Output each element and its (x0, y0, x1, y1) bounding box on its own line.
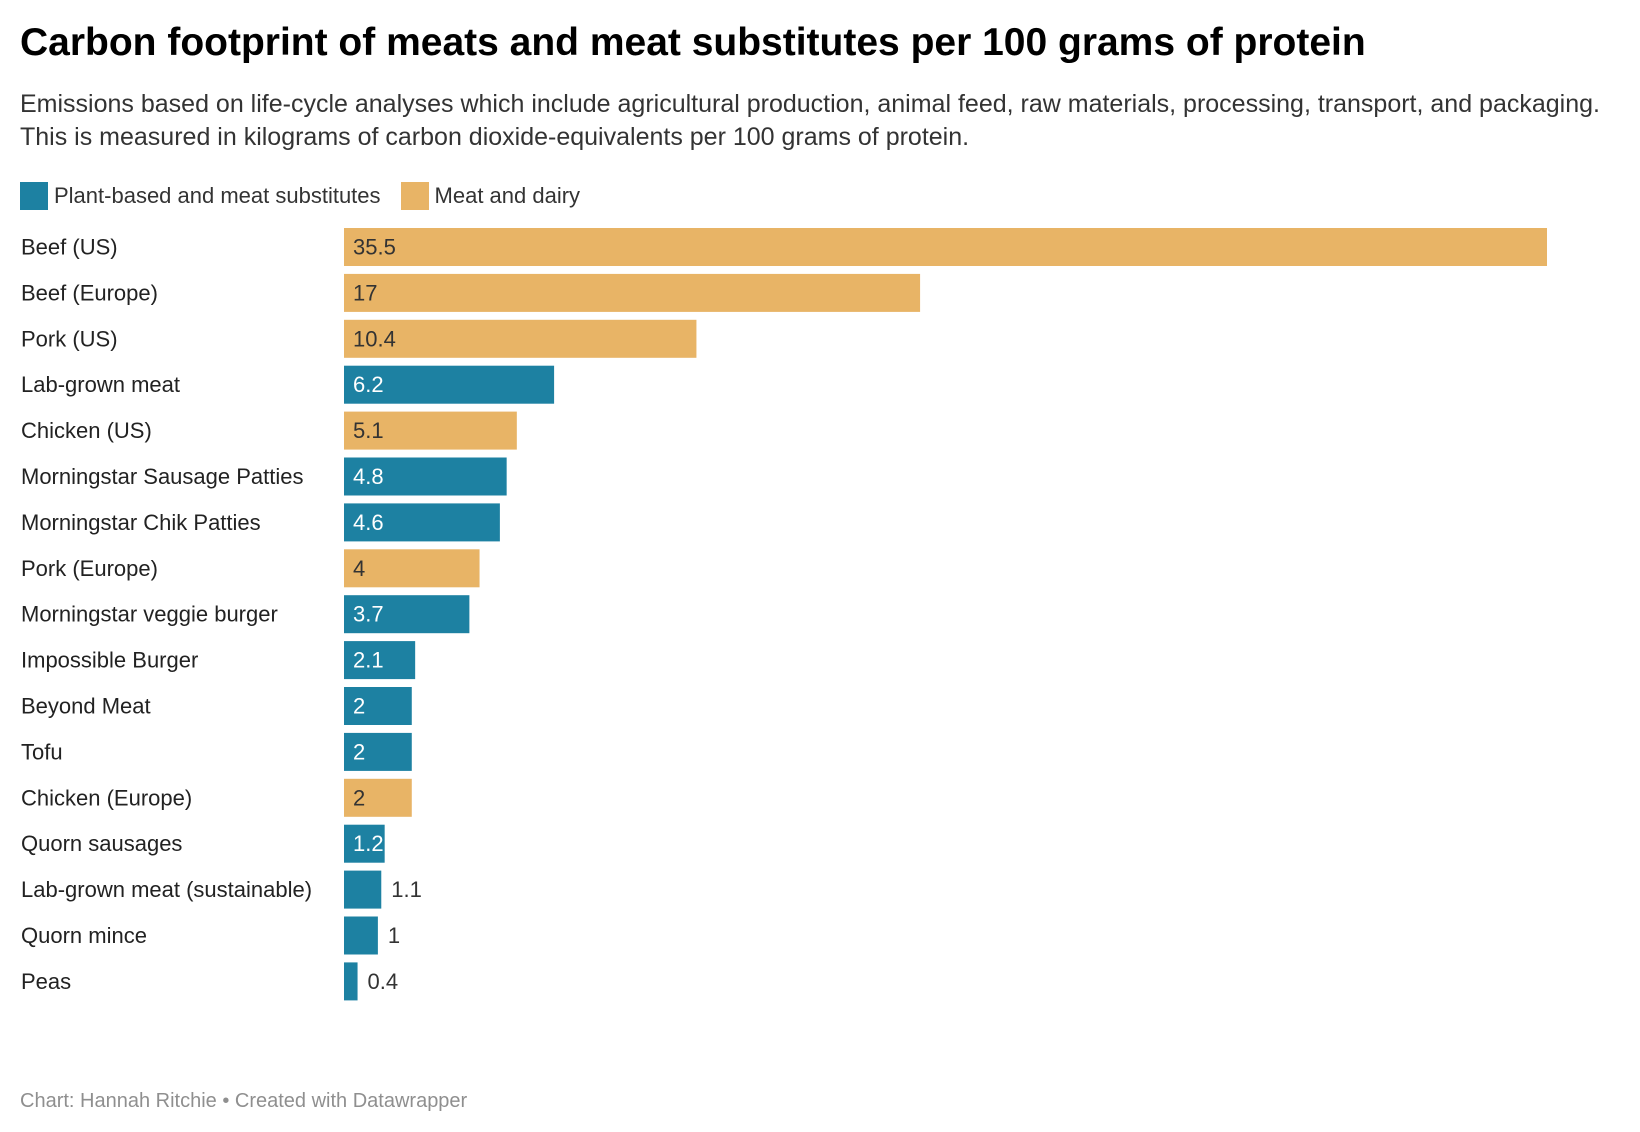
legend-swatch-plant (20, 182, 48, 210)
bar-row-tofu: Tofu 2 (21, 732, 412, 771)
bar-chicken-europe (344, 778, 412, 817)
bar-row-morningstar-sausage-patties: Morningstar Sausage Patties 4.8 (21, 457, 507, 496)
bar-impossible-burger (344, 641, 416, 680)
category-label: Lab-grown meat (21, 372, 180, 397)
bar-pork-europe (344, 549, 480, 588)
bar-row-chicken-us: Chicken (US) 5.1 (21, 411, 517, 450)
bar-row-lab-grown-meat: Lab-grown meat 6.2 (21, 365, 555, 404)
bar-pork-us (344, 319, 697, 358)
value-label: 3.7 (353, 602, 384, 627)
bar-row-beyond-meat: Beyond Meat 2 (21, 687, 412, 725)
value-label: 17 (353, 280, 377, 305)
value-label: 6.2 (353, 372, 384, 397)
bar-peas (344, 962, 358, 1001)
category-label: Morningstar veggie burger (21, 602, 278, 627)
legend-swatch-meat (400, 182, 429, 210)
chart-subtitle: Emissions based on life-cycle analyses w… (20, 90, 1600, 151)
value-label: 5.1 (353, 418, 384, 443)
category-label: Quorn sausages (21, 831, 182, 856)
bar-beyond-meat (344, 687, 412, 725)
value-label: 1 (388, 923, 400, 948)
category-label: Morningstar Sausage Patties (21, 464, 304, 489)
value-label: 2.1 (353, 648, 384, 673)
bar-morningstar-chik-patties (344, 503, 500, 542)
value-label: 10.4 (353, 326, 396, 351)
bar-lab-grown-meat-sustainable (344, 870, 382, 909)
bar-chicken-us (344, 411, 517, 450)
bar-row-beef-europe: Beef (Europe) 17 (21, 273, 921, 312)
bar-row-peas: Peas 0.4 (21, 962, 399, 1001)
bar-lab-grown-meat (344, 365, 555, 404)
value-label: 1.2 (353, 831, 384, 856)
category-label: Chicken (Europe) (21, 785, 192, 810)
category-label: Peas (21, 969, 71, 994)
legend-label-plant: Plant-based and meat substitutes (54, 183, 381, 208)
bar-row-quorn-mince: Quorn mince 1 (21, 916, 400, 955)
bar-row-quorn-sausages: Quorn sausages 1.2 (21, 824, 385, 863)
category-label: Pork (US) (21, 326, 118, 351)
category-label: Beef (Europe) (21, 280, 158, 305)
bar-row-lab-grown-meat-sustainable: Lab-grown meat (sustainable) 1.1 (21, 870, 422, 909)
category-label: Chicken (US) (21, 418, 152, 443)
bar-row-pork-us: Pork (US) 10.4 (21, 319, 697, 358)
bar-quorn-sausages (344, 824, 385, 863)
value-label: 1.1 (391, 877, 422, 902)
bar-row-impossible-burger: Impossible Burger 2.1 (21, 641, 416, 680)
legend-item-plant: Plant-based and meat substitutes (20, 182, 381, 210)
bar-morningstar-veggie-burger (344, 595, 470, 634)
bar-row-beef-us: Beef (US) 35.5 (21, 228, 1547, 266)
value-label: 35.5 (353, 235, 396, 260)
category-label: Pork (Europe) (21, 556, 158, 581)
value-label: 4.6 (353, 510, 384, 535)
bar-row-chicken-europe: Chicken (Europe) 2 (21, 778, 412, 817)
bar-beef-europe (344, 273, 921, 312)
category-label: Beef (US) (21, 235, 118, 260)
category-label: Beyond Meat (21, 694, 151, 719)
legend-item-meat: Meat and dairy (400, 182, 581, 210)
value-label: 2 (353, 694, 365, 719)
bar-row-morningstar-chik-patties: Morningstar Chik Patties 4.6 (21, 503, 500, 542)
category-label: Morningstar Chik Patties (21, 510, 261, 535)
category-label: Quorn mince (21, 923, 147, 948)
category-label: Impossible Burger (21, 648, 198, 673)
category-label: Lab-grown meat (sustainable) (21, 877, 312, 902)
bar-row-pork-europe: Pork (Europe) 4 (21, 549, 480, 588)
bar-morningstar-sausage-patties (344, 457, 507, 496)
value-label: 4.8 (353, 464, 384, 489)
value-label: 4 (353, 556, 365, 581)
value-label: 2 (353, 785, 365, 810)
bar-row-morningstar-veggie-burger: Morningstar veggie burger 3.7 (21, 595, 470, 634)
chart-title: Carbon footprint of meats and meat subst… (20, 21, 1366, 64)
bar-quorn-mince (344, 916, 378, 955)
legend-label-meat: Meat and dairy (434, 183, 581, 208)
legend: Plant-based and meat substitutes Meat an… (20, 180, 600, 212)
value-label: 2 (353, 739, 365, 764)
chart-footer: Chart: Hannah Ritchie • Created with Dat… (20, 1090, 468, 1112)
bar-tofu (344, 732, 412, 771)
category-label: Tofu (21, 739, 63, 764)
bar-beef-us (344, 228, 1547, 266)
value-label: 0.4 (368, 969, 399, 994)
